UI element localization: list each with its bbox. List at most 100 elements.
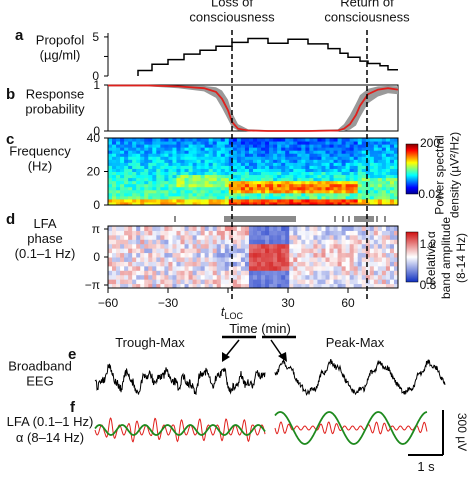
- phase-amp-cell: [281, 243, 286, 249]
- phase-amp-cell: [301, 226, 306, 231]
- phase-amp-cell: [160, 248, 165, 254]
- spectrogram-cell: [148, 150, 153, 154]
- phase-amp-cell: [196, 226, 202, 231]
- spectrogram-cell: [204, 150, 210, 154]
- phase-amp-cell: [156, 279, 161, 285]
- spectrogram-cell: [313, 162, 318, 166]
- spectrogram-cell: [377, 195, 383, 200]
- b-ytick-label: 0: [93, 124, 100, 138]
- spectrogram-cell: [305, 141, 310, 145]
- spectrogram-cell: [236, 186, 242, 191]
- spectrogram-cell: [228, 159, 234, 163]
- spectrogram-cell: [132, 138, 137, 142]
- spectrogram-cell: [281, 192, 286, 197]
- spectrogram-cell: [305, 201, 310, 206]
- spectrogram-cell: [136, 198, 141, 203]
- spectrogram-cell: [208, 141, 214, 145]
- spectrogram-cell: [333, 144, 339, 148]
- phase-amp-cell: [200, 274, 206, 280]
- phase-amp-cell: [389, 234, 395, 240]
- spectrogram-cell: [204, 186, 210, 191]
- spectrogram-cell: [349, 147, 355, 151]
- panel-c-cb-title: Power spectraldensity (µV²/Hz): [433, 132, 462, 218]
- phase-amp-cell: [373, 261, 379, 267]
- spectrogram-cell: [152, 147, 157, 151]
- spectrogram-cell: [269, 177, 274, 182]
- phase-amp-cell: [337, 274, 343, 280]
- spectrogram-cell: [393, 195, 399, 200]
- phase-amp-cell: [108, 261, 113, 267]
- phase-amp-cell: [301, 239, 306, 245]
- phase-amp-cell: [204, 279, 210, 285]
- spectrogram-cell: [140, 189, 145, 194]
- phase-amp-cell: [140, 283, 145, 289]
- spectrogram-cell: [240, 198, 246, 203]
- spectrogram-cell: [261, 141, 266, 145]
- spectrogram-cell: [164, 162, 169, 166]
- phase-amp-cell: [212, 265, 218, 271]
- spectrogram-cell: [257, 198, 262, 203]
- spectrogram-cell: [192, 141, 198, 145]
- spectrogram-cell: [188, 147, 194, 151]
- spectrogram-cell: [325, 168, 331, 172]
- phase-amp-cell: [220, 234, 226, 240]
- spectrogram-cell: [200, 177, 206, 182]
- phase-amp-cell: [112, 226, 117, 231]
- spectrogram-cell: [365, 165, 371, 169]
- phase-amp-cell: [345, 257, 351, 262]
- phase-amp-cell: [365, 265, 371, 271]
- phase-amp-cell: [313, 261, 318, 267]
- spectrogram-cell: [293, 177, 298, 182]
- phase-amp-cell: [156, 226, 161, 231]
- spectrogram-cell: [389, 156, 395, 160]
- label-line: Response: [26, 87, 85, 102]
- phase-amp-cell: [261, 248, 266, 254]
- spectrogram-cell: [253, 156, 258, 160]
- spectrogram-cell: [381, 189, 387, 194]
- label-line: Return of: [340, 0, 394, 10]
- phase-amp-cell: [297, 252, 302, 258]
- phase-amp-cell: [148, 226, 153, 231]
- spectrogram-cell: [313, 138, 318, 142]
- phase-amp-cell: [281, 257, 286, 262]
- spectrogram-cell: [232, 150, 238, 154]
- phase-amp-cell: [212, 239, 218, 245]
- spectrogram-cell: [289, 141, 294, 145]
- spectrogram-cell: [192, 186, 198, 191]
- phase-amp-cell: [273, 248, 278, 254]
- spectrogram-cell: [281, 165, 286, 169]
- phase-amp-cell: [381, 265, 387, 271]
- phase-amp-cell: [361, 261, 367, 267]
- spectrogram-cell: [293, 141, 298, 145]
- phase-amp-cell: [208, 234, 214, 240]
- spectrogram-cell: [361, 177, 367, 182]
- spectrogram-cell: [196, 174, 202, 179]
- spectrogram-cell: [228, 168, 234, 172]
- phase-amp-cell: [333, 265, 339, 271]
- phase-amp-cell: [140, 257, 145, 262]
- phase-amp-cell: [317, 279, 322, 285]
- spectrogram-cell: [148, 141, 153, 145]
- phase-amp-cell: [297, 279, 302, 285]
- phase-amp-cell: [337, 248, 343, 254]
- phase-amp-cell: [208, 257, 214, 262]
- spectrogram-cell: [329, 144, 335, 148]
- spectrogram-cell: [136, 192, 141, 197]
- spectrogram-cell: [341, 144, 347, 148]
- spectrogram-cell: [156, 150, 161, 154]
- spectrogram-cell: [365, 144, 371, 148]
- spectrogram-cell: [156, 153, 161, 157]
- spectrogram-cell: [333, 162, 339, 166]
- phase-amp-cell: [301, 261, 306, 267]
- phase-amp-cell: [128, 226, 133, 231]
- phase-amp-cell: [293, 274, 298, 280]
- phase-amp-cell: [200, 226, 206, 231]
- spectrogram-cell: [273, 198, 278, 203]
- d-xtick-label: −60: [98, 296, 119, 310]
- phase-amp-cell: [248, 243, 254, 249]
- phase-amp-cell: [337, 270, 343, 276]
- phase-amp-cell: [232, 252, 238, 258]
- spectrogram-cell: [188, 198, 194, 203]
- phase-amp-cell: [208, 226, 214, 231]
- spectrogram-cell: [265, 138, 270, 142]
